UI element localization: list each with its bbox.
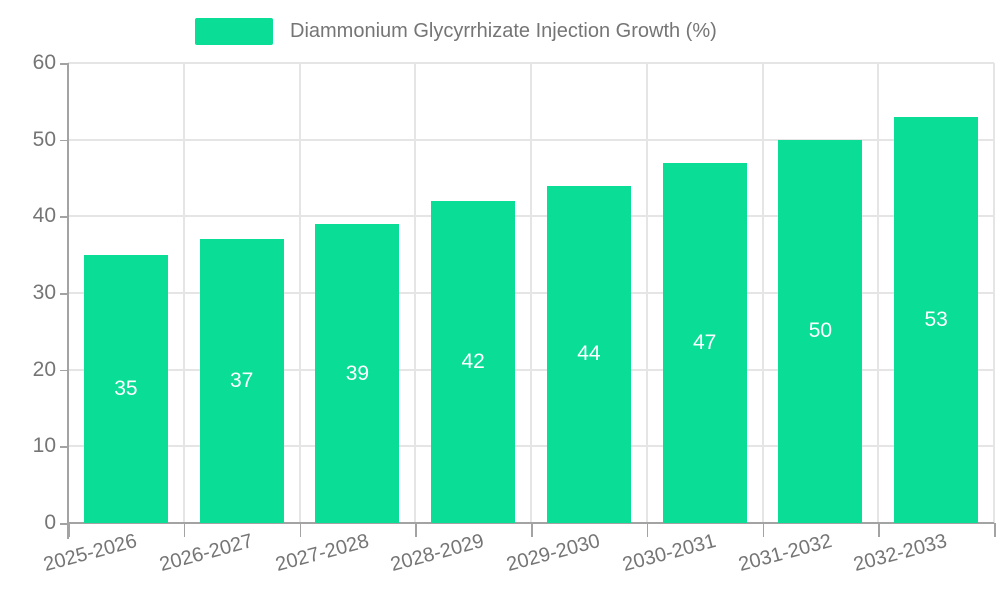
y-axis-tick [60, 293, 68, 295]
x-gridline [645, 63, 648, 523]
x-axis-tick-label: 2032-2033 [851, 530, 950, 577]
x-gridline [530, 63, 532, 523]
bar[interactable] [83, 254, 168, 523]
bar[interactable] [431, 201, 516, 523]
x-axis-tick [878, 523, 880, 537]
x-axis-line [68, 522, 994, 524]
x-axis-tick [183, 523, 186, 537]
x-axis-tick [646, 523, 649, 537]
y-axis-line [67, 63, 69, 539]
bar-value-label: 50 [808, 319, 833, 343]
x-axis-tick [994, 523, 996, 537]
y-axis-tick [60, 446, 68, 448]
y-axis-tick [60, 216, 68, 218]
y-axis-tick-label: 30 [32, 281, 56, 304]
x-axis-tick-label: 2027-2028 [272, 530, 372, 577]
x-gridline [761, 63, 764, 523]
x-gridline [877, 63, 880, 523]
x-axis-tick-label: 2029-2030 [504, 530, 603, 577]
y-axis-tick-label: 0 [44, 511, 56, 534]
x-gridline [298, 63, 301, 523]
x-axis-tick-label: 2026-2027 [157, 530, 256, 577]
bar-value-label: 35 [114, 376, 138, 400]
x-axis-tick-label: 2030-2031 [620, 530, 719, 577]
legend[interactable]: Diammonium Glycyrrhizate Injection Growt… [195, 16, 717, 46]
y-axis-tick [60, 139, 68, 142]
bar-value-label: 37 [229, 369, 254, 393]
y-axis-tick-label: 40 [32, 204, 56, 228]
legend-label: Diammonium Glycyrrhizate Injection Growt… [290, 19, 717, 42]
bar-value-label: 53 [924, 307, 948, 331]
x-axis-tick-label: 2028-2029 [388, 530, 487, 577]
x-axis-tick [415, 523, 417, 537]
y-axis-tick [60, 523, 68, 525]
x-axis-tick [762, 523, 764, 537]
x-axis-tick [531, 523, 533, 537]
legend-swatch-icon [195, 17, 273, 45]
x-axis-tick-label: 2025-2026 [41, 530, 140, 577]
bar[interactable] [546, 185, 631, 523]
x-axis-tick-label: 2031-2032 [735, 530, 835, 577]
x-gridline [414, 63, 417, 523]
bar-value-label: 47 [692, 330, 717, 354]
y-axis-tick-label: 60 [32, 51, 56, 74]
x-gridline [182, 63, 185, 523]
bar[interactable] [662, 162, 747, 523]
y-axis-tick-label: 50 [32, 127, 56, 151]
bar[interactable] [778, 139, 863, 523]
bar-value-label: 42 [461, 350, 485, 373]
bar[interactable] [315, 224, 400, 523]
bar-value-label: 44 [577, 342, 601, 366]
y-axis-tick [60, 369, 68, 372]
y-axis-tick-label: 20 [32, 357, 56, 381]
x-axis-tick [299, 523, 301, 537]
y-axis-tick [60, 63, 68, 65]
bar-value-label: 39 [345, 361, 370, 385]
bar[interactable] [894, 116, 979, 523]
x-gridline [993, 63, 995, 523]
y-axis-tick-label: 10 [32, 434, 56, 458]
bar[interactable] [199, 239, 284, 523]
